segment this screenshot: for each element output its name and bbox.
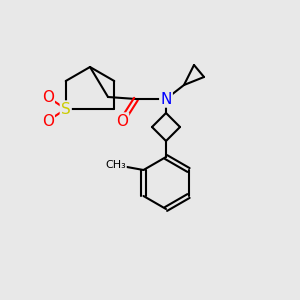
Text: N: N [160,92,172,106]
Text: S: S [61,101,70,116]
Text: O: O [42,89,54,104]
Text: CH₃: CH₃ [105,160,126,170]
Text: O: O [42,113,54,128]
Text: O: O [116,113,128,128]
